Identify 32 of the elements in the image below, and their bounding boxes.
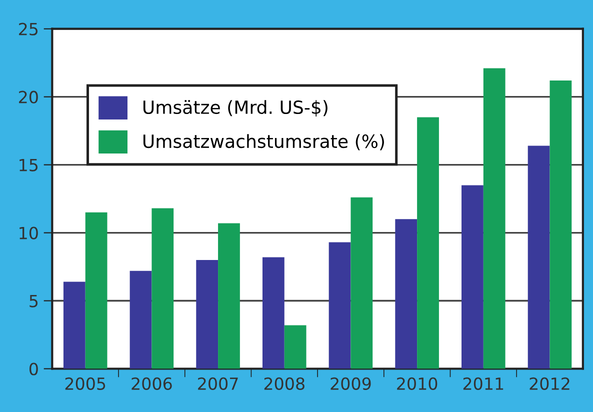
x-tick-label: 2012 <box>530 377 570 390</box>
bar <box>218 223 240 369</box>
bar <box>350 197 373 369</box>
bar <box>85 212 108 369</box>
y-tick-label: 20 <box>19 90 38 104</box>
x-tick-label: 2007 <box>198 377 238 390</box>
bar <box>550 80 572 369</box>
bar <box>462 185 484 369</box>
y-tick-label: 5 <box>30 294 38 308</box>
y-tick-label: 0 <box>29 362 38 376</box>
bar <box>130 270 152 369</box>
x-tick-label: 2011 <box>463 377 504 390</box>
bar <box>417 117 439 369</box>
bar <box>152 208 174 369</box>
bar <box>483 68 506 369</box>
x-tick-label: 2010 <box>397 377 438 390</box>
x-tick-label: 2006 <box>132 377 172 390</box>
y-tick-label: 25 <box>19 22 38 36</box>
y-tick-label: 10 <box>20 226 38 240</box>
legend-label: Umsätze (Mrd. US-$) <box>143 100 328 116</box>
bar <box>328 242 351 369</box>
y-tick-label: 15 <box>20 158 38 172</box>
x-tick-label: 2008 <box>264 377 304 390</box>
bar <box>284 325 306 369</box>
bar <box>528 146 550 369</box>
legend-label: Umsatzwachstumsrate (%) <box>143 134 384 150</box>
x-tick-label: 2009 <box>330 377 371 390</box>
bar <box>262 257 284 369</box>
x-tick-label: 2005 <box>65 377 106 390</box>
bar <box>395 219 418 369</box>
bar <box>196 260 218 369</box>
bar <box>63 282 86 369</box>
